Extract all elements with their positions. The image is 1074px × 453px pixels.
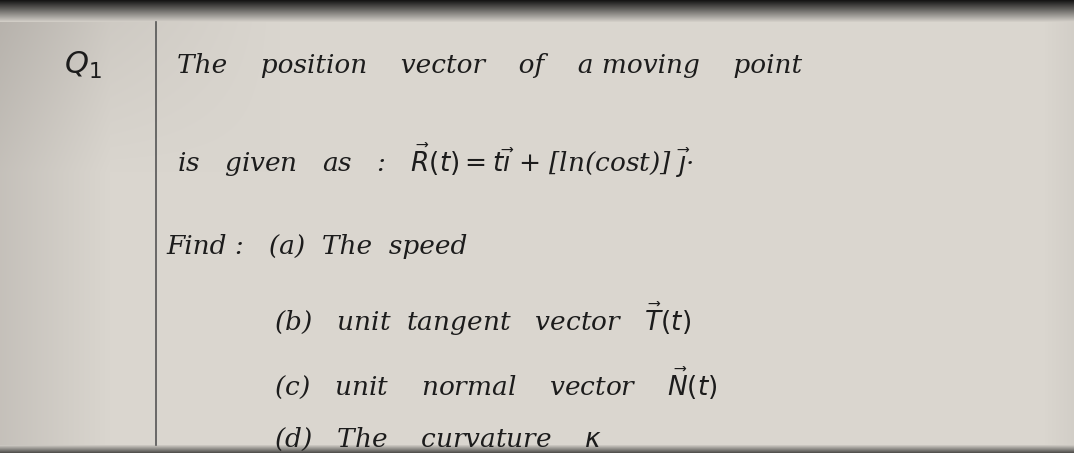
Text: (d)   The    curvature    $\kappa$: (d) The curvature $\kappa$ bbox=[274, 426, 601, 453]
Text: (c)   unit    normal    vector    $\vec{N}(t)$: (c) unit normal vector $\vec{N}(t)$ bbox=[274, 365, 717, 400]
Text: The    position    vector    of    a moving    point: The position vector of a moving point bbox=[177, 53, 802, 78]
Text: Find :   (a)  The  speed: Find : (a) The speed bbox=[166, 234, 468, 260]
Text: (b)   unit  tangent   vector   $\vec{T}(t)$: (b) unit tangent vector $\vec{T}(t)$ bbox=[274, 301, 691, 338]
Text: $Q_1$: $Q_1$ bbox=[64, 50, 102, 81]
Text: is   given   as   :   $\vec{R}(t) = t\vec{\imath}$ + [ln(cost)] $\vec{\jmath}$·: is given as : $\vec{R}(t) = t\vec{\imath… bbox=[177, 142, 694, 180]
